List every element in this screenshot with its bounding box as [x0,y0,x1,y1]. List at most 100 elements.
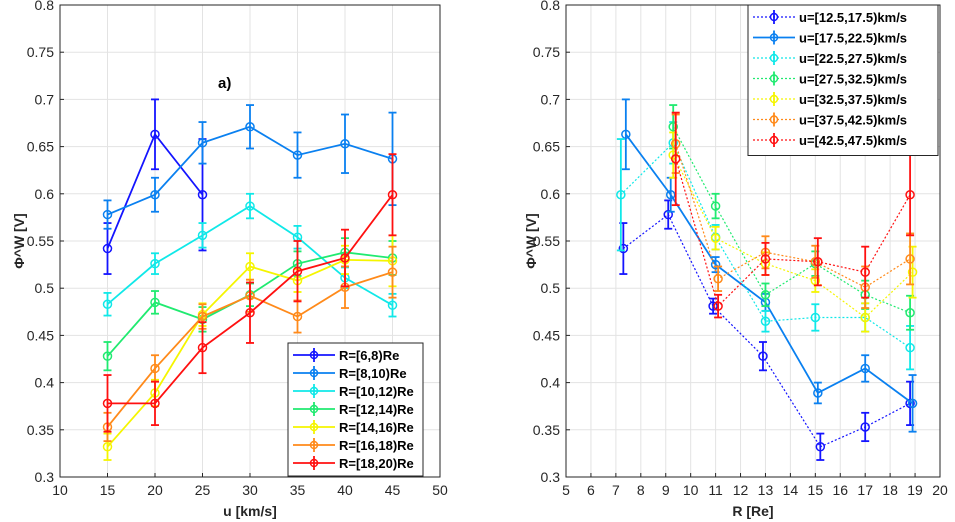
x-tick-label: 19 [907,482,923,498]
legend-entry: R=[12,14)Re [339,402,414,417]
data-point [197,230,208,241]
data-point [713,301,723,311]
data-point [813,388,823,398]
legend-entry: u=[12.5,17.5)km/s [799,10,907,25]
y-tick-label: 0.6 [541,186,561,202]
panel-label: a) [218,75,231,92]
data-point [340,253,350,263]
legend-marker [309,404,319,414]
data-point [102,398,113,409]
x-tick-label: 14 [783,482,799,498]
y-axis-label: Φ^W [V] [523,213,539,268]
y-tick-label: 0.75 [533,44,560,60]
x-tick-label: 5 [562,482,570,498]
legend: u=[12.5,17.5)km/s u=[17.5,22.5)km/s u=[22.… [747,4,939,156]
x-tick-label: 20 [147,482,163,498]
data-point [670,154,681,164]
x-tick-label: 10 [52,482,68,498]
y-tick-label: 0.4 [35,375,55,391]
y-tick-label: 0.5 [541,280,561,296]
data-point [292,150,303,160]
panel-a: 10 15 20 25 30 35 40 45 50 0.3 0.35 0.4 0.45 0.5 0.55 0… [11,0,448,519]
data-point [860,267,870,277]
legend-marker [309,368,319,378]
y-tick-label: 0.4 [541,375,561,391]
x-tick-label: 9 [662,482,670,498]
x-tick-label: 15 [100,482,116,498]
legend: R=[6,8)Re R=[8,10)Re R=[10,12)Re R=[12,14)R… [287,342,424,477]
y-tick-label: 0.8 [541,0,561,13]
data-point [197,311,208,322]
series-line [672,126,911,314]
x-tick-label: 30 [242,482,258,498]
series-line [672,154,913,319]
data-point [760,254,771,264]
data-point [387,267,398,277]
legend-marker [769,74,779,83]
data-point [150,398,160,409]
y-tick-label: 0.35 [27,422,54,438]
data-point [197,138,208,148]
data-point [150,129,160,140]
legend-marker [309,422,319,432]
legend-marker [309,440,319,450]
y-tick-label: 0.55 [533,233,560,249]
x-tick-label: 10 [683,482,699,498]
legend-entry: u=[27.5,32.5)km/s [799,72,907,87]
y-tick-label: 0.65 [533,139,560,155]
x-tick-label: 8 [637,482,645,498]
x-tick-label: 12 [733,482,749,498]
data-point [150,363,160,374]
y-tick-label: 0.75 [27,44,54,60]
y-tick-label: 0.8 [35,0,55,13]
data-point [150,297,160,308]
data-point [102,299,113,309]
axes-box [59,4,441,478]
x-tick-label: 15 [808,482,824,498]
series-line [675,143,911,288]
data-point [102,442,113,452]
x-tick-label: 16 [832,482,848,498]
y-tick-label: 0.7 [541,91,561,107]
data-point [665,189,676,200]
y-tick-label: 0.7 [35,91,55,107]
panel-b: 5 6 7 8 9 10 11 12 13 14 15 16 17 18 19 20 0.3 0.35 0.4 0.4… [523,0,948,519]
data-point [907,398,918,409]
x-tick-label: 40 [337,482,353,498]
legend-entry: R=[10,12)Re [339,384,414,399]
y-tick-label: 0.35 [533,422,560,438]
y-axis-label: Φ^W [V] [11,213,27,268]
legend-marker [769,12,779,22]
data-point [710,233,721,243]
data-point [245,201,255,211]
data-point [860,312,870,323]
data-point [621,129,631,140]
data-point [815,442,826,452]
data-point [292,266,303,276]
x-axis-label: u [km/s] [223,503,277,519]
y-tick-label: 0.65 [27,139,54,155]
data-point [102,209,113,220]
legend-entry: u=[22.5,27.5)km/s [799,51,907,66]
data-point [150,189,160,200]
legend-marker [309,386,319,396]
y-tick-label: 0.45 [533,327,560,343]
legend-entry: u=[17.5,22.5)km/s [799,31,907,46]
y-tick-label: 0.55 [27,233,54,249]
legend-marker [769,94,779,104]
data-point [905,189,915,200]
data-point [616,189,626,200]
data-point [860,422,870,432]
data-point [102,351,113,361]
x-tick-label: 11 [708,482,723,498]
legend-entry: u=[32.5,37.5)km/s [799,92,907,107]
legend-marker [769,33,779,42]
legend-marker [769,53,779,63]
y-tick-label: 0.6 [35,186,55,202]
x-tick-label: 7 [612,482,620,498]
data-point [907,267,918,277]
data-point [810,312,821,323]
legend-box [747,4,939,156]
